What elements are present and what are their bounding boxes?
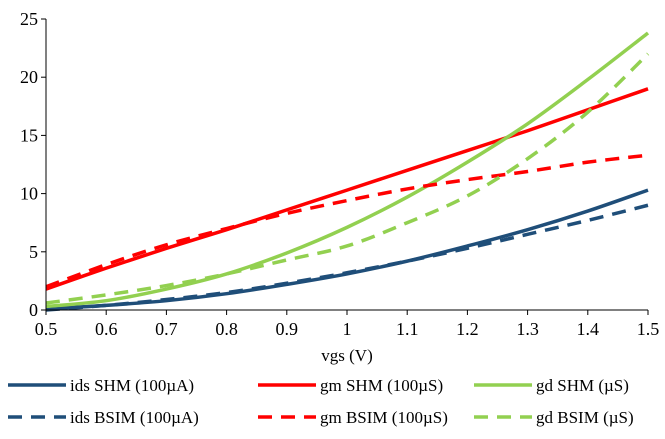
x-tick-label: 0.9 (276, 319, 299, 339)
x-tick-label: 1.1 (396, 319, 419, 339)
legend-entry-5: gd BSIM (µS) (474, 408, 634, 427)
legend-entry-2: gd SHM (µS) (474, 376, 629, 395)
legend-entry-3: ids BSIM (100µA) (8, 408, 199, 427)
y-tick-label: 5 (29, 242, 38, 262)
series-line-2 (45, 31, 650, 309)
x-tick-label: 0.6 (95, 319, 118, 339)
series-line-5 (45, 52, 650, 305)
legend-label: ids BSIM (100µA) (70, 408, 199, 427)
x-tick-label: 1.2 (456, 319, 479, 339)
y-tick-label: 25 (20, 9, 38, 29)
x-axis-label: vgs (V) (321, 346, 372, 365)
y-tick-label: 10 (20, 184, 38, 204)
x-tick-label: 1.4 (577, 319, 600, 339)
series-line-4 (45, 153, 649, 289)
legend-entry-4: gm BSIM (100µS) (258, 408, 448, 427)
series-layer (45, 31, 650, 312)
y-tick-label: 0 (29, 300, 38, 320)
ticks-layer: 0.5 0.6 0.7 0.8 0.9 1 1.1 1.2 1.3 1.4 1.5 0 5 10 15 20 2… (20, 9, 659, 339)
legend-label: gm SHM (100µS) (320, 376, 443, 395)
series-line-3 (45, 203, 649, 312)
x-tick-label: 1.3 (516, 319, 539, 339)
x-tick-label: 0.5 (35, 319, 58, 339)
y-tick-label: 20 (20, 67, 38, 87)
x-tick-label: 1.5 (637, 319, 660, 339)
x-tick-label: 1 (343, 319, 352, 339)
x-tick-label: 0.8 (215, 319, 238, 339)
legend-label: gd SHM (µS) (536, 376, 629, 395)
legend-label: ids SHM (100µA) (70, 376, 194, 395)
legend-label: gm BSIM (100µS) (320, 408, 448, 427)
x-tick-label: 0.7 (155, 319, 178, 339)
legend-entry-0: ids SHM (100µA) (8, 376, 194, 395)
axes-layer (45, 19, 648, 311)
y-tick-label: 15 (20, 125, 38, 145)
legend-entry-1: gm SHM (100µS) (258, 376, 443, 395)
legend: ids SHM (100µA) gm SHM (100µS) gd SHM (µS)… (8, 376, 634, 427)
legend-label: gd BSIM (µS) (536, 408, 634, 427)
series-line-0 (45, 188, 649, 311)
series-line-1 (45, 87, 649, 291)
